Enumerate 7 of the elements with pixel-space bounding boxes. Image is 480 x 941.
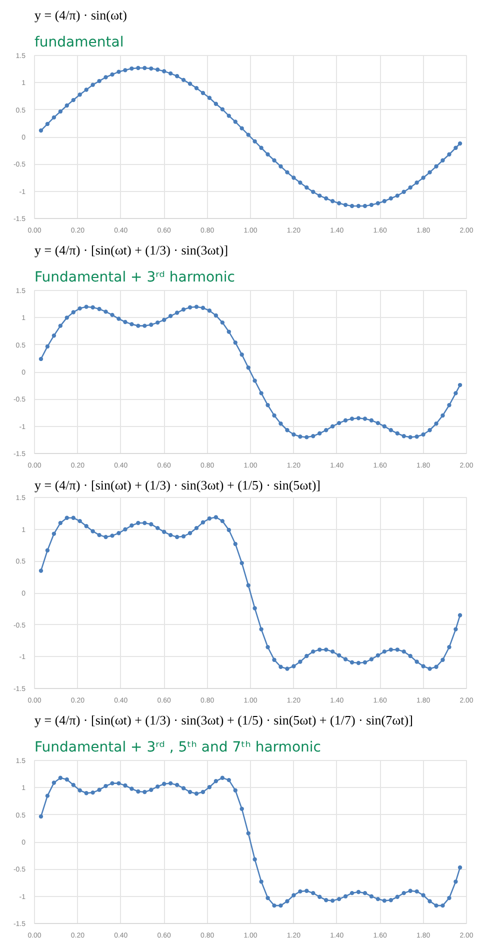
chart-title: y = (4/π) · [sin(ωt) + (1/3) · sin(3ωt) + (1/5) · sin(5ωt) + (1/7) · sin(7ωt)] [34,712,413,728]
chart-title: y = (4/π) · [sin(ωt) + (1/3) · sin(3ωt)] [34,242,228,258]
chart-subtitle: Fundamental + 3ʳᵈ , 5ᵗʰ and 7ᵗʰ harmonic [34,740,321,756]
chart-title: y = (4/π) · [sin(ωt) + (1/3) · sin(3ωt) + (1/5) · sin(5ωt)] [34,478,321,492]
chart-subtitle: fundamental [34,34,124,50]
chart-title: y = (4/π) · sin(ωt) [34,8,127,22]
chart-subtitle: Fundamental + 3ʳᵈ harmonic [34,270,235,286]
